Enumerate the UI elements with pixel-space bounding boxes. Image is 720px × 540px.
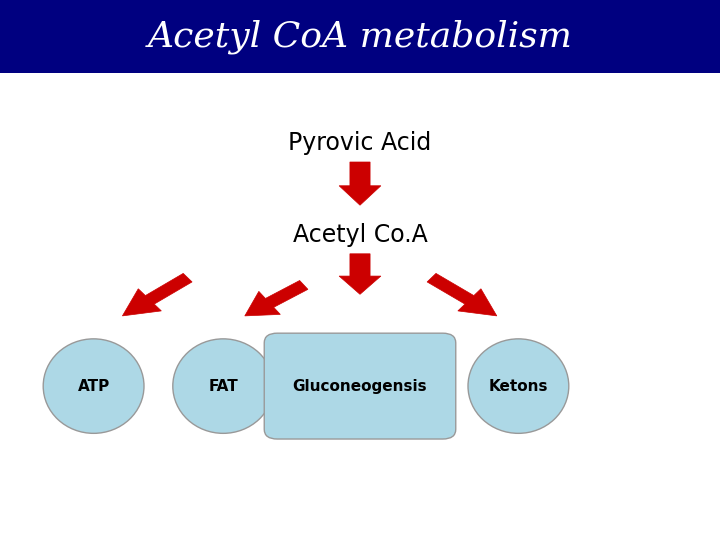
Text: Ketons: Ketons	[489, 379, 548, 394]
Text: FAT: FAT	[208, 379, 238, 394]
Ellipse shape	[43, 339, 144, 433]
Text: ATP: ATP	[78, 379, 109, 394]
FancyBboxPatch shape	[264, 333, 456, 439]
Text: Gluconeogensis: Gluconeogensis	[293, 379, 427, 394]
Text: Acetyl Co.A: Acetyl Co.A	[292, 223, 428, 247]
FancyBboxPatch shape	[0, 0, 720, 73]
Polygon shape	[339, 254, 381, 294]
Polygon shape	[122, 273, 192, 316]
Ellipse shape	[173, 339, 274, 433]
Ellipse shape	[468, 339, 569, 433]
Polygon shape	[245, 280, 308, 316]
Polygon shape	[339, 162, 381, 205]
Text: Acetyl CoA metabolism: Acetyl CoA metabolism	[148, 19, 572, 54]
Text: Pyrovic Acid: Pyrovic Acid	[289, 131, 431, 155]
Polygon shape	[427, 273, 497, 316]
